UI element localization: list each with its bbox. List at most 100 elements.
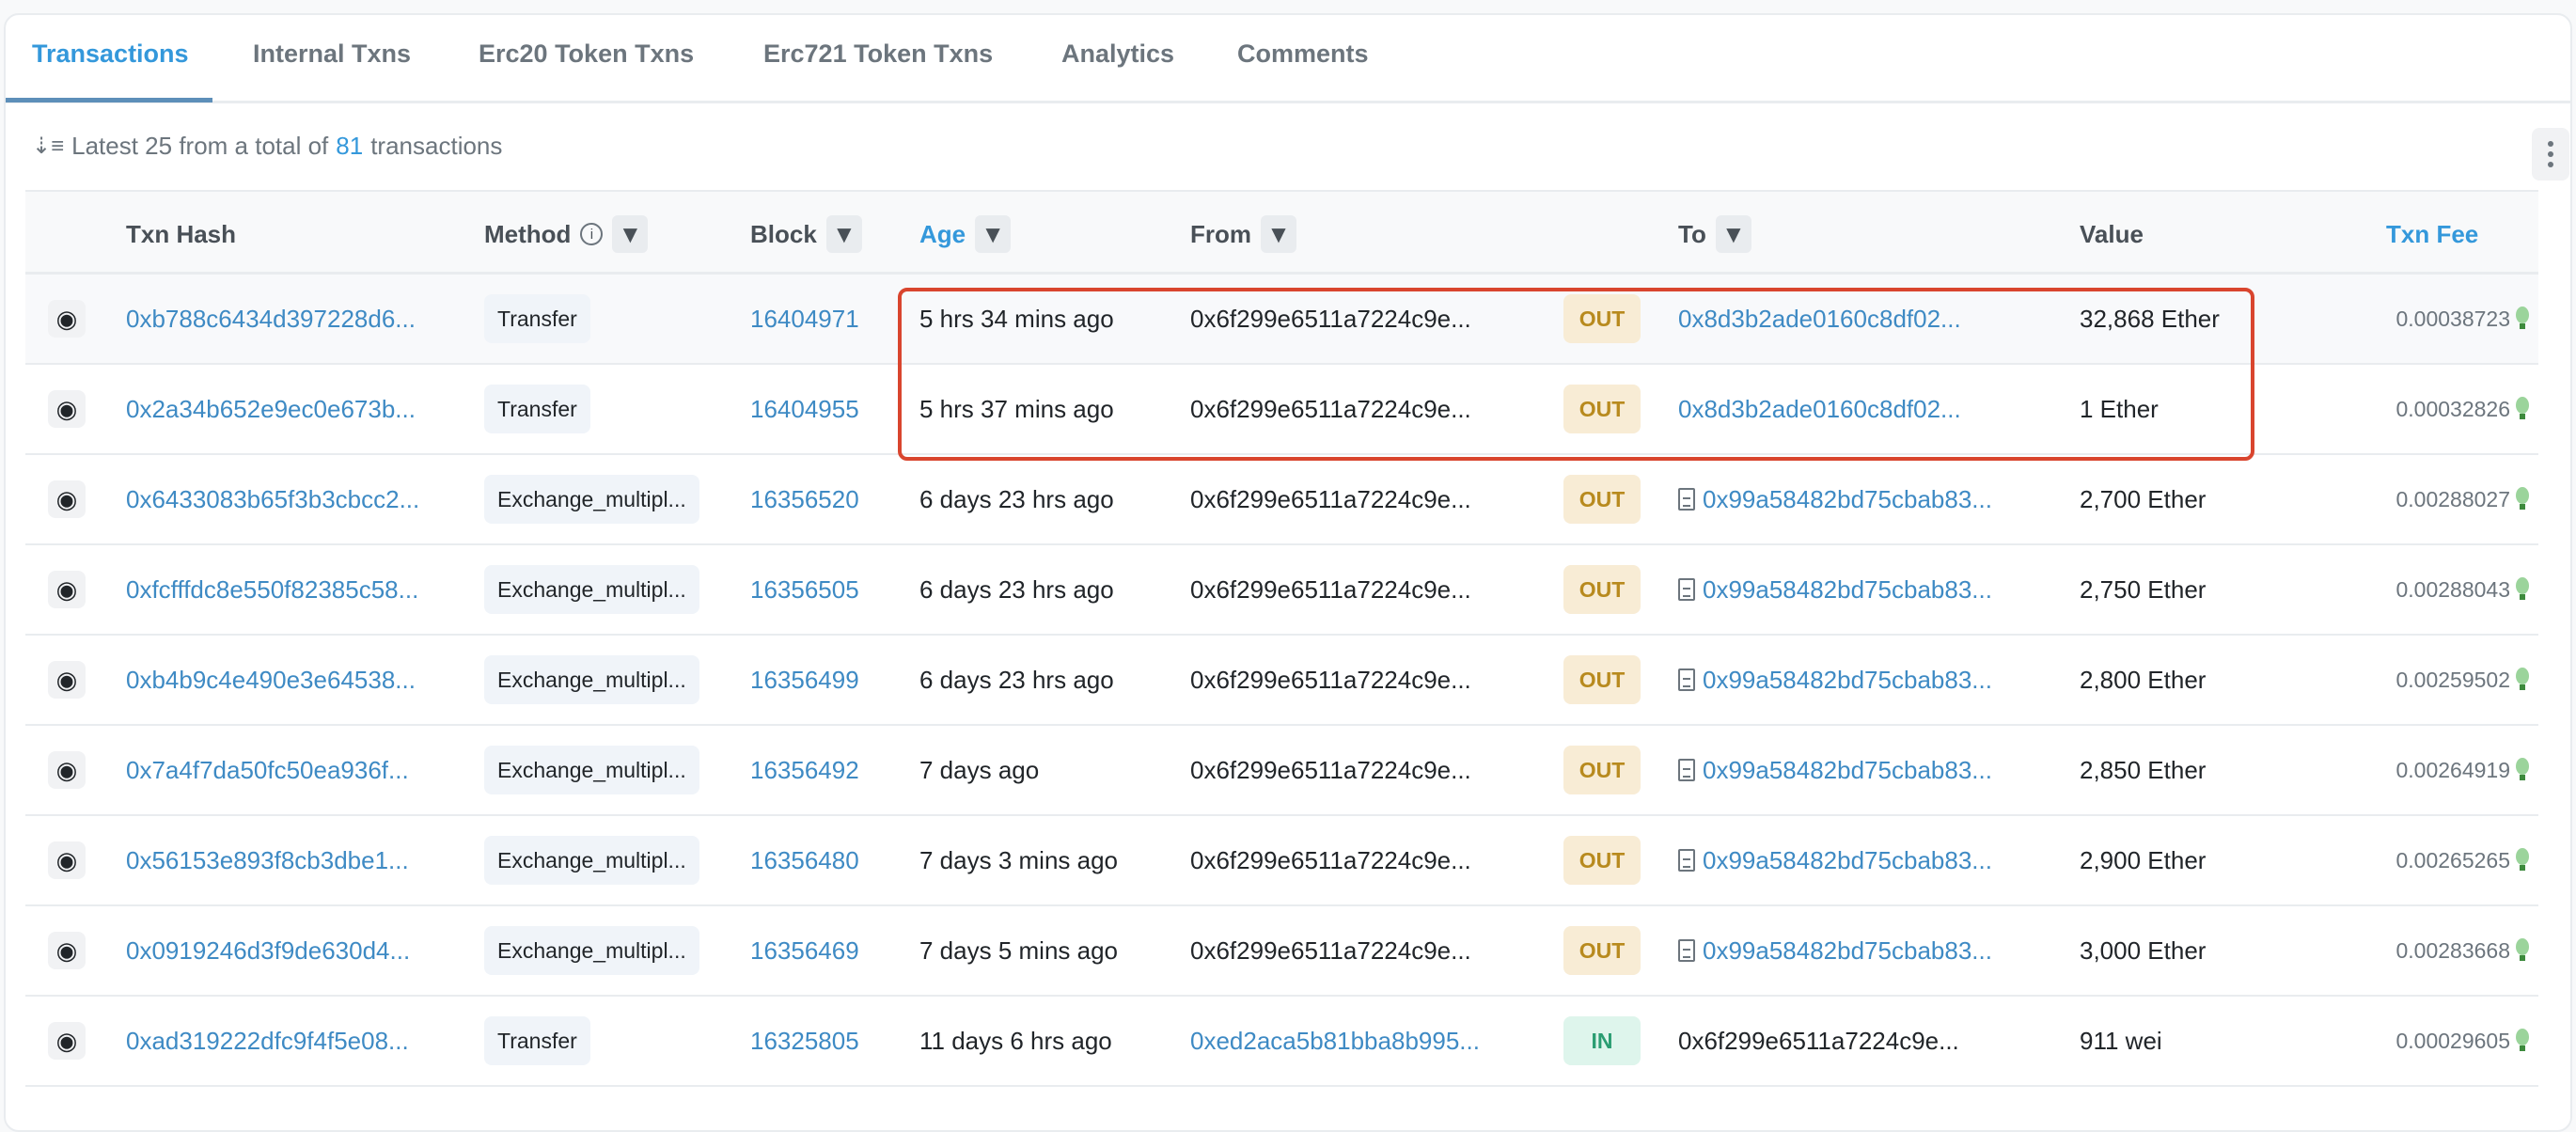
contract-icon [1678, 578, 1695, 601]
gas-bulb-icon[interactable] [2516, 668, 2529, 692]
txn-hash-link[interactable]: 0xad319222dfc9f4f5e08... [126, 1026, 409, 1055]
table-row: ◉ 0x7a4f7da50fc50ea936f... Exchange_mult… [25, 726, 2538, 816]
summary-prefix: Latest 25 from a total of [71, 132, 329, 160]
fee-value: 0.00288027 [2395, 486, 2510, 511]
info-icon[interactable]: i [580, 223, 604, 245]
txn-hash-link[interactable]: 0x0919246d3f9de630d4... [126, 935, 411, 965]
filter-icon[interactable]: ▼ [1261, 215, 1296, 253]
fee-value: 0.00283668 [2395, 937, 2510, 963]
from-address[interactable]: 0xed2aca5b81bba8b995... [1190, 1026, 1480, 1055]
method-badge: Exchange_multipl... [484, 926, 699, 975]
eye-icon[interactable]: ◉ [48, 300, 86, 338]
age-text: 5 hrs 37 mins ago [919, 394, 1114, 423]
to-address[interactable]: 0x99a58482bd75cbab83... [1703, 574, 1992, 604]
eye-icon[interactable]: ◉ [48, 390, 86, 428]
summary-count: 81 [336, 132, 364, 160]
txn-hash-link[interactable]: 0x56153e893f8cb3dbe1... [126, 845, 409, 874]
gas-bulb-icon[interactable] [2516, 848, 2529, 873]
contract-icon [1678, 759, 1695, 781]
eye-icon[interactable]: ◉ [48, 841, 86, 879]
txn-hash-link[interactable]: 0xfcfffdc8e550f82385c58... [126, 574, 419, 604]
block-link[interactable]: 16404955 [750, 394, 859, 423]
tab-comments[interactable]: Comments [1237, 39, 1369, 68]
age-text: 6 days 23 hrs ago [919, 574, 1114, 604]
tab-analytics[interactable]: Analytics [1061, 39, 1175, 68]
eye-icon[interactable]: ◉ [48, 1022, 86, 1060]
txn-hash-link[interactable]: 0xb4b9c4e490e3e64538... [126, 665, 416, 694]
sort-icon: ⇣≡ [32, 134, 65, 159]
to-address[interactable]: 0x99a58482bd75cbab83... [1703, 755, 1992, 784]
gas-bulb-icon[interactable] [2516, 397, 2529, 421]
filter-icon[interactable]: ▼ [975, 215, 1012, 253]
method-badge: Exchange_multipl... [484, 836, 699, 885]
more-options-button[interactable] [2532, 128, 2569, 181]
direction-badge: IN [1563, 1016, 1641, 1065]
block-link[interactable]: 16356520 [750, 484, 859, 513]
table-row: ◉ 0xb4b9c4e490e3e64538... Exchange_multi… [25, 636, 2538, 726]
to-address[interactable]: 0x99a58482bd75cbab83... [1703, 484, 1992, 513]
fee-value: 0.00288043 [2395, 576, 2510, 602]
to-address[interactable]: 0x99a58482bd75cbab83... [1703, 935, 1992, 965]
filter-icon[interactable]: ▼ [1715, 215, 1751, 253]
gas-bulb-icon[interactable] [2516, 577, 2529, 602]
col-to: To ▼ [1678, 192, 1751, 276]
to-address[interactable]: 0x99a58482bd75cbab83... [1703, 665, 1992, 694]
filter-icon[interactable]: ▼ [825, 215, 862, 253]
method-badge: Exchange_multipl... [484, 746, 699, 794]
txn-hash-link[interactable]: 0xb788c6434d397228d6... [126, 304, 416, 333]
contract-icon [1678, 488, 1695, 511]
tab-transactions[interactable]: Transactions [32, 39, 189, 68]
method-badge: Transfer [484, 1016, 590, 1065]
eye-icon[interactable]: ◉ [48, 571, 86, 608]
eye-icon[interactable]: ◉ [48, 751, 86, 789]
age-text: 11 days 6 hrs ago [919, 1026, 1112, 1055]
direction-badge: OUT [1563, 565, 1641, 614]
gas-bulb-icon[interactable] [2516, 307, 2529, 331]
eye-icon[interactable]: ◉ [48, 932, 86, 969]
to-address[interactable]: 0x8d3b2ade0160c8df02... [1678, 304, 1961, 333]
block-link[interactable]: 16356499 [750, 665, 859, 694]
method-badge: Transfer [484, 294, 590, 343]
to-address[interactable]: 0x8d3b2ade0160c8df02... [1678, 394, 1961, 423]
tab-erc721-token-txns[interactable]: Erc721 Token Txns [763, 39, 994, 68]
block-link[interactable]: 16356469 [750, 935, 859, 965]
method-badge: Exchange_multipl... [484, 565, 699, 614]
txn-hash-link[interactable]: 0x6433083b65f3b3cbcc2... [126, 484, 420, 513]
from-address: 0x6f299e6511a7224c9e... [1190, 484, 1471, 513]
value-text: 2,700 Ether [2080, 484, 2207, 513]
txn-hash-link[interactable]: 0x7a4f7da50fc50ea936f... [126, 755, 409, 784]
to-address[interactable]: 0x99a58482bd75cbab83... [1703, 845, 1992, 874]
eye-icon[interactable]: ◉ [48, 661, 86, 699]
age-text: 6 days 23 hrs ago [919, 484, 1114, 513]
block-link[interactable]: 16356480 [750, 845, 859, 874]
col-age[interactable]: Age ▼ [919, 192, 1012, 276]
block-link[interactable]: 16356505 [750, 574, 859, 604]
table-header: Txn Hash Method i ▼ Block ▼ Age ▼ From ▼ To ▼ … [25, 190, 2538, 275]
direction-badge: OUT [1563, 294, 1641, 343]
txn-hash-link[interactable]: 0x2a34b652e9ec0e673b... [126, 394, 416, 423]
table-row: ◉ 0x2a34b652e9ec0e673b... Transfer 16404… [25, 365, 2538, 455]
from-address: 0x6f299e6511a7224c9e... [1190, 304, 1471, 333]
block-link[interactable]: 16356492 [750, 755, 859, 784]
eye-icon[interactable]: ◉ [48, 480, 86, 518]
gas-bulb-icon[interactable] [2516, 1029, 2529, 1053]
gas-bulb-icon[interactable] [2516, 487, 2529, 511]
summary-suffix: transactions [370, 132, 503, 160]
fee-value: 0.00265265 [2395, 847, 2510, 873]
filter-icon[interactable]: ▼ [612, 215, 649, 253]
gas-bulb-icon[interactable] [2516, 758, 2529, 782]
gas-bulb-icon[interactable] [2516, 938, 2529, 963]
txn-fee: 0.00038723 [2395, 275, 2529, 363]
table-row: ◉ 0xb788c6434d397228d6... Transfer 16404… [25, 275, 2538, 365]
to-address: 0x6f299e6511a7224c9e... [1678, 1026, 1959, 1055]
value-text: 32,868 Ether [2080, 304, 2220, 333]
direction-badge: OUT [1563, 475, 1641, 524]
col-txn-fee[interactable]: Txn Fee [2386, 219, 2479, 248]
tab-internal-txns[interactable]: Internal Txns [253, 39, 412, 68]
block-link[interactable]: 16325805 [750, 1026, 859, 1055]
fee-value: 0.00032826 [2395, 396, 2510, 421]
table-body: ◉ 0xb788c6434d397228d6... Transfer 16404… [25, 275, 2538, 1087]
tab-erc20-token-txns[interactable]: Erc20 Token Txns [479, 39, 695, 68]
col-txn-hash: Txn Hash [126, 219, 237, 248]
block-link[interactable]: 16404971 [750, 304, 859, 333]
